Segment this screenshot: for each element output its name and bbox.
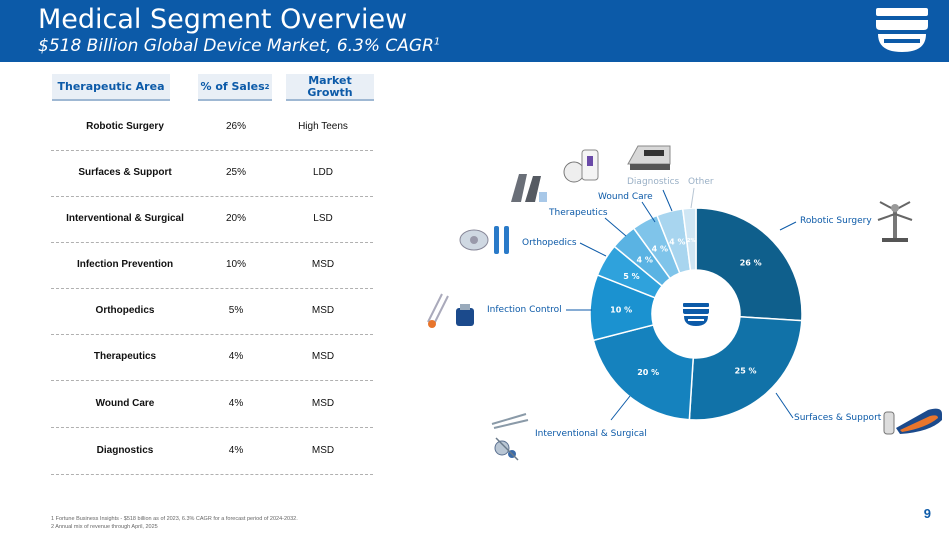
callout-wound-care: Wound Care bbox=[598, 192, 653, 202]
donut-value-label-wound-care: 4 % bbox=[652, 244, 668, 253]
table-row: Therapeutics 4% MSD bbox=[51, 334, 373, 381]
donut-slice-interventional-and-surgical bbox=[592, 324, 695, 421]
leader-other bbox=[690, 187, 695, 209]
column-header-pct-label: % of Sales bbox=[200, 79, 265, 93]
footnotes: 1 Fortune Business Insights - $518 billi… bbox=[51, 515, 298, 531]
donut-slice-other bbox=[681, 207, 697, 272]
wound-care-device-image bbox=[563, 149, 599, 183]
row-area: Therapeutics bbox=[93, 351, 157, 362]
column-header-growth-line1: Market bbox=[308, 73, 352, 87]
robotic-surgery-device-image bbox=[877, 201, 913, 242]
pct-footnote-ref: 2 bbox=[264, 82, 270, 91]
row-pct: 10% bbox=[225, 259, 246, 270]
row-area: Surfaces & Support bbox=[78, 167, 172, 178]
row-growth: MSD bbox=[311, 259, 335, 270]
center-logo-icon bbox=[683, 303, 709, 326]
callout-therapeutics: Therapeutics bbox=[549, 208, 608, 218]
surfaces-support-device-image bbox=[883, 408, 942, 435]
infection-control-device-image bbox=[427, 293, 474, 328]
orthopedics-device-image bbox=[459, 226, 509, 254]
subtitle-footnote-ref: 1 bbox=[433, 36, 441, 48]
row-area: Wound Care bbox=[95, 398, 155, 409]
callout-leader-lines bbox=[566, 187, 797, 421]
company-logo bbox=[876, 8, 928, 52]
row-growth: LSD bbox=[313, 213, 333, 224]
row-pct: 4% bbox=[228, 351, 244, 362]
column-header-pct: % of Sales 2 bbox=[198, 74, 272, 101]
donut-value-label-infection-control: 10 % bbox=[610, 305, 632, 314]
row-pct: 26% bbox=[225, 121, 246, 132]
column-header-growth-line2: Growth bbox=[307, 85, 353, 99]
leader-surfaces-support bbox=[775, 392, 794, 419]
donut-value-label-diagnostics: 4 % bbox=[669, 237, 685, 246]
row-area: Infection Prevention bbox=[76, 259, 174, 270]
donut-slices bbox=[589, 207, 803, 421]
table-row: Surfaces & Support 25% LDD bbox=[51, 150, 373, 197]
row-area: Interventional & Surgical bbox=[66, 213, 184, 224]
callout-other: Other bbox=[688, 177, 714, 187]
table-row: Robotic Surgery 26% High Teens bbox=[51, 104, 373, 151]
footnote-1: 1 Fortune Business Insights - $518 billi… bbox=[51, 516, 298, 522]
table-row: Wound Care 4% MSD bbox=[51, 381, 373, 428]
footnote-2: 2 Annual mix of revenue through April, 2… bbox=[51, 524, 158, 530]
row-growth: MSD bbox=[311, 351, 335, 362]
callout-infection-control: Infection Control bbox=[487, 305, 562, 315]
row-growth: MSD bbox=[311, 398, 335, 409]
column-header-area: Therapeutic Area bbox=[52, 74, 170, 101]
page-number: 9 bbox=[923, 506, 931, 521]
row-area: Diagnostics bbox=[96, 445, 154, 456]
leader-wound-care bbox=[641, 201, 656, 223]
row-pct: 20% bbox=[225, 213, 246, 224]
diagnostics-device-image bbox=[627, 145, 671, 170]
column-header-growth: Market Growth bbox=[286, 74, 374, 101]
leader-robotic-surgery bbox=[779, 221, 797, 231]
interventional-surgical-device-image bbox=[491, 413, 529, 461]
leader-orthopedics bbox=[579, 242, 607, 257]
donut-value-label-robotic-surgery: 26 % bbox=[740, 259, 762, 268]
subtitle-text: $518 Billion Global Device Market, 6.3% … bbox=[38, 36, 434, 56]
leader-interventional-surgical bbox=[610, 395, 631, 421]
callout-robotic-surgery: Robotic Surgery bbox=[800, 216, 872, 226]
page-title: Medical Segment Overview bbox=[38, 4, 408, 35]
donut-value-labels: 26 %25 %20 %10 %5 %4 %4 %4 % 2% bbox=[610, 237, 761, 376]
table-row: Interventional & Surgical 20% LSD bbox=[51, 196, 373, 243]
table-row: Orthopedics 5% MSD bbox=[51, 288, 373, 335]
row-area: Orthopedics bbox=[95, 305, 155, 316]
page-subtitle: $518 Billion Global Device Market, 6.3% … bbox=[38, 36, 440, 56]
row-pct: 4% bbox=[228, 398, 244, 409]
row-growth: MSD bbox=[311, 445, 335, 456]
row-growth: LDD bbox=[312, 167, 333, 178]
callout-diagnostics: Diagnostics bbox=[627, 177, 680, 187]
table-row: Infection Prevention 10% MSD bbox=[51, 242, 373, 289]
row-area: Robotic Surgery bbox=[86, 121, 164, 132]
leader-therapeutics bbox=[604, 217, 627, 237]
table-row: Diagnostics 4% MSD bbox=[51, 428, 373, 475]
callout-orthopedics: Orthopedics bbox=[522, 238, 577, 248]
row-growth: High Teens bbox=[298, 121, 348, 132]
row-pct: 25% bbox=[225, 167, 246, 178]
row-pct: 4% bbox=[228, 445, 244, 456]
header-banner: Medical Segment Overview $518 Billion Gl… bbox=[0, 0, 949, 62]
callout-interventional-surgical: Interventional & Surgical bbox=[535, 429, 647, 439]
donut-value-label-interventional-and-surgical: 20 % bbox=[637, 368, 659, 377]
callout-surfaces-support: Surfaces & Support bbox=[794, 413, 882, 423]
leader-diagnostics bbox=[662, 189, 673, 212]
therapeutics-device-image bbox=[511, 174, 547, 202]
donut-value-label-other: 2% bbox=[687, 238, 696, 244]
column-header-area-label: Therapeutic Area bbox=[57, 79, 165, 93]
donut-value-label-therapeutics: 4 % bbox=[636, 255, 652, 264]
donut-value-label-surfaces-and-support: 25 % bbox=[735, 366, 757, 375]
row-pct: 5% bbox=[228, 305, 244, 316]
row-growth: MSD bbox=[311, 305, 335, 316]
donut-slice-surfaces-and-support bbox=[688, 315, 803, 421]
donut-slice-robotic-surgery bbox=[695, 207, 803, 322]
donut-value-label-orthopedics: 5 % bbox=[623, 272, 639, 281]
